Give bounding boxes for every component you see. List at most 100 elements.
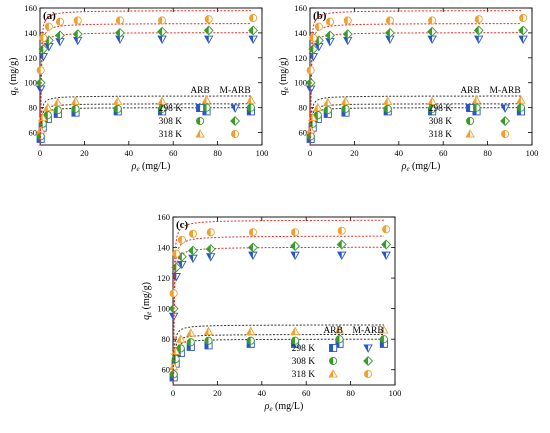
fit-line <box>309 95 522 146</box>
marker-fill <box>56 38 60 46</box>
data-point <box>206 228 215 237</box>
data-point <box>246 103 255 112</box>
marker-fill <box>384 105 388 113</box>
marker-fill <box>177 252 182 262</box>
fit-line <box>309 10 522 146</box>
data-point <box>381 251 391 261</box>
y-tick-label: 60 <box>29 128 38 138</box>
x-tick-label: 60 <box>302 388 311 398</box>
marker-fill <box>186 329 191 337</box>
data-point <box>249 13 258 23</box>
marker-fill <box>247 104 251 112</box>
y-tick-label: 120 <box>157 273 170 283</box>
fit-line <box>172 333 385 386</box>
data-point <box>112 96 123 105</box>
marker-fill <box>291 228 296 236</box>
data-point <box>171 354 180 364</box>
series-arb-298k <box>169 338 388 386</box>
data-point <box>70 96 81 105</box>
marker-fill <box>73 37 78 45</box>
data-point <box>246 336 255 345</box>
data-point <box>334 325 345 334</box>
legend-marker-marb <box>231 129 240 139</box>
data-point <box>204 336 213 345</box>
data-point <box>313 102 323 112</box>
legend-marker-arb <box>329 356 338 366</box>
y-tick-label: 120 <box>24 53 37 63</box>
data-point <box>313 111 322 120</box>
marker-fill <box>326 38 330 46</box>
fit-line <box>172 219 385 386</box>
marker-fill <box>475 15 479 23</box>
marker-fill <box>196 117 201 125</box>
marker-fill <box>466 104 471 112</box>
marker-fill <box>177 261 182 269</box>
legend: ARB M-ARB 298 K 308 K 318 K <box>292 326 384 380</box>
data-point <box>384 27 395 38</box>
marker-fill <box>517 104 521 112</box>
marker-fill <box>428 36 433 44</box>
data-point <box>171 273 182 282</box>
marker-fill <box>207 228 211 236</box>
x-axis-label: ρe (mg/L) <box>401 161 441 173</box>
data-point <box>114 27 125 38</box>
marker-fill <box>343 37 348 45</box>
y-tick-label: 80 <box>162 334 171 344</box>
data-point <box>43 102 53 112</box>
marker-fill <box>290 241 296 251</box>
data-point <box>176 344 185 353</box>
data-point <box>169 370 178 379</box>
marker-fill <box>73 29 78 39</box>
y-tick-label: 100 <box>157 304 170 314</box>
marker-fill <box>204 337 209 345</box>
marker-fill <box>466 117 471 125</box>
y-tick-label: 160 <box>24 3 37 13</box>
data-point <box>473 35 484 45</box>
marker-fill <box>172 263 177 272</box>
marker-fill <box>206 253 211 261</box>
marker-fill <box>53 98 58 106</box>
marker-fill <box>341 105 346 113</box>
marker-fill <box>56 18 60 26</box>
legend-row-label: 298 K <box>292 344 316 354</box>
data-point <box>71 104 80 113</box>
marker-fill <box>172 250 177 258</box>
fit-line <box>39 95 252 146</box>
data-point <box>473 25 484 36</box>
data-point <box>306 66 315 75</box>
data-point <box>385 16 394 25</box>
fit-line <box>172 324 385 386</box>
legend-marker-marb <box>363 356 374 366</box>
legend-header-arb: ARB <box>323 326 343 336</box>
marker-fill <box>364 344 369 352</box>
series-m-arb-308k <box>35 23 259 146</box>
data-point <box>247 242 258 253</box>
marker-fill <box>39 44 44 54</box>
data-point <box>336 251 347 261</box>
data-point <box>38 44 49 55</box>
marker-fill <box>306 85 311 93</box>
x-tick-label: 100 <box>389 388 402 398</box>
data-point <box>325 17 335 26</box>
series-arb-298k <box>306 107 525 146</box>
x-tick-label: 40 <box>258 388 267 398</box>
data-point <box>158 104 167 113</box>
marker-fill <box>231 130 236 138</box>
fit-line <box>309 23 522 146</box>
marker-fill <box>36 85 41 93</box>
marker-fill <box>189 255 193 263</box>
marker-fill <box>381 240 387 249</box>
marker-fill <box>326 18 330 26</box>
data-point <box>36 66 45 75</box>
data-point <box>157 96 167 105</box>
marker-fill <box>309 34 314 42</box>
marker-fill <box>157 27 163 36</box>
data-point <box>206 253 216 262</box>
y-tick-label: 60 <box>299 128 308 138</box>
data-point <box>325 30 335 41</box>
plot-frame <box>172 216 396 386</box>
marker-fill <box>516 96 521 104</box>
x-tick-label: 100 <box>526 148 539 158</box>
